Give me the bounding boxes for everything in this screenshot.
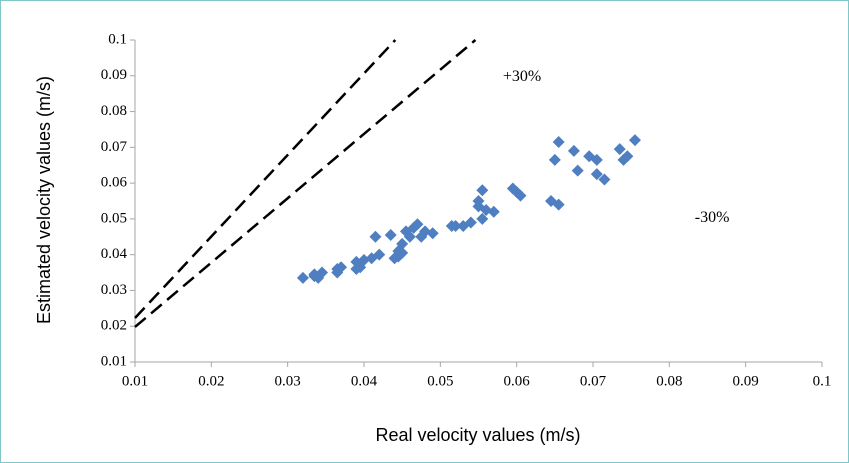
data-point [590, 153, 603, 166]
annotation: -30% [695, 209, 730, 226]
y-tick-label: 0.05 [101, 210, 127, 226]
x-tick-label: 0.1 [813, 373, 832, 389]
x-tick-label: 0.02 [198, 373, 224, 389]
x-tick-label: 0.03 [275, 373, 301, 389]
data-point [487, 205, 500, 218]
data-point [308, 268, 321, 281]
dashed-line [134, 39, 397, 319]
data-point [411, 218, 424, 231]
x-tick-label: 0.04 [351, 373, 378, 389]
data-point [514, 189, 527, 202]
data-point [628, 134, 641, 147]
data-point [548, 153, 561, 166]
data-point [369, 230, 382, 243]
data-point [335, 261, 348, 274]
data-point [621, 150, 634, 163]
data-point [464, 216, 477, 229]
data-point [613, 143, 626, 156]
data-point [552, 198, 565, 211]
data-point [396, 246, 409, 259]
y-tick-label: 0.1 [108, 31, 127, 47]
data-point [403, 230, 416, 243]
x-tick-label: 0.09 [733, 373, 759, 389]
data-point [373, 248, 386, 261]
x-axis-title: Real velocity values (m/s) [375, 425, 580, 445]
y-tick-label: 0.01 [101, 353, 127, 369]
data-point [396, 237, 409, 250]
y-tick-label: 0.07 [101, 139, 128, 155]
x-tick-label: 0.06 [504, 373, 531, 389]
data-point [571, 164, 584, 177]
data-point [296, 271, 309, 284]
x-tick-label: 0.01 [122, 373, 148, 389]
data-point [552, 135, 565, 148]
y-tick-label: 0.08 [101, 103, 127, 119]
y-axis-title: Estimated velocity values (m/s) [34, 76, 54, 324]
dashed-line [134, 39, 477, 328]
data-point [384, 228, 397, 241]
y-tick-label: 0.09 [101, 67, 127, 83]
data-point [567, 144, 580, 157]
y-tick-label: 0.03 [101, 282, 127, 298]
x-tick-label: 0.08 [656, 373, 682, 389]
y-tick-label: 0.06 [101, 175, 128, 191]
data-point [358, 254, 370, 267]
data-point [590, 168, 603, 181]
y-tick-label: 0.04 [101, 246, 128, 262]
annotation: +30% [503, 68, 541, 85]
data-point [476, 184, 489, 197]
data-point [598, 173, 611, 186]
data-point [476, 212, 489, 225]
y-tick-label: 0.02 [101, 318, 127, 334]
data-point [426, 227, 439, 240]
data-point [449, 220, 462, 233]
x-tick-label: 0.07 [580, 373, 607, 389]
x-tick-label: 0.05 [427, 373, 453, 389]
